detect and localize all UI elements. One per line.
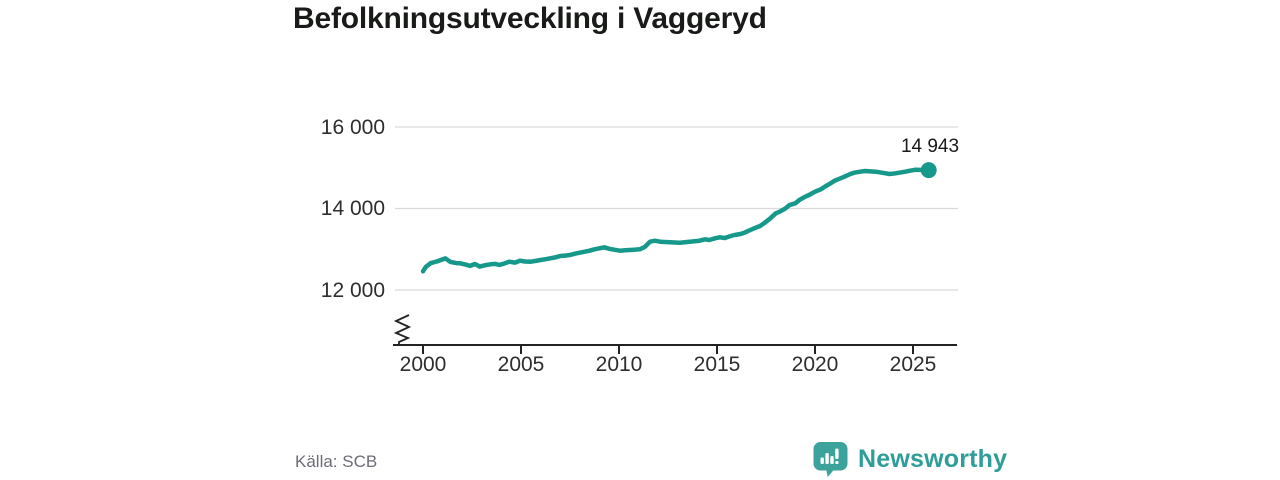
x-tick-2025: 2025 — [889, 353, 937, 376]
x-tick-2010: 2010 — [595, 353, 643, 376]
newsworthy-speech-bubble-bar-chart-icon — [813, 442, 848, 477]
newsworthy-logo: Newsworthy — [812, 441, 1007, 478]
x-tick-2015: 2015 — [693, 353, 741, 376]
y-axis-break-icon — [393, 314, 412, 345]
latest-value-dot — [920, 162, 937, 179]
page-title: Befolkningsutveckling i Vaggeryd — [293, 2, 767, 35]
y-tick-12000: 12 000 — [320, 279, 385, 302]
population-series-line — [420, 167, 931, 274]
latest-value-label: 14 943 — [900, 136, 960, 157]
y-tick-16000: 16 000 — [320, 116, 385, 139]
x-tick-2020: 2020 — [791, 353, 839, 376]
y-tick-14000: 14 000 — [320, 197, 385, 220]
source-note: Källa: SCB — [295, 452, 378, 471]
gridlines — [395, 126, 958, 291]
newsworthy-wordmark: Newsworthy — [858, 445, 1008, 473]
x-tick-2000: 2000 — [399, 353, 447, 376]
x-tick-2005: 2005 — [497, 353, 545, 376]
x-axis — [393, 344, 957, 354]
